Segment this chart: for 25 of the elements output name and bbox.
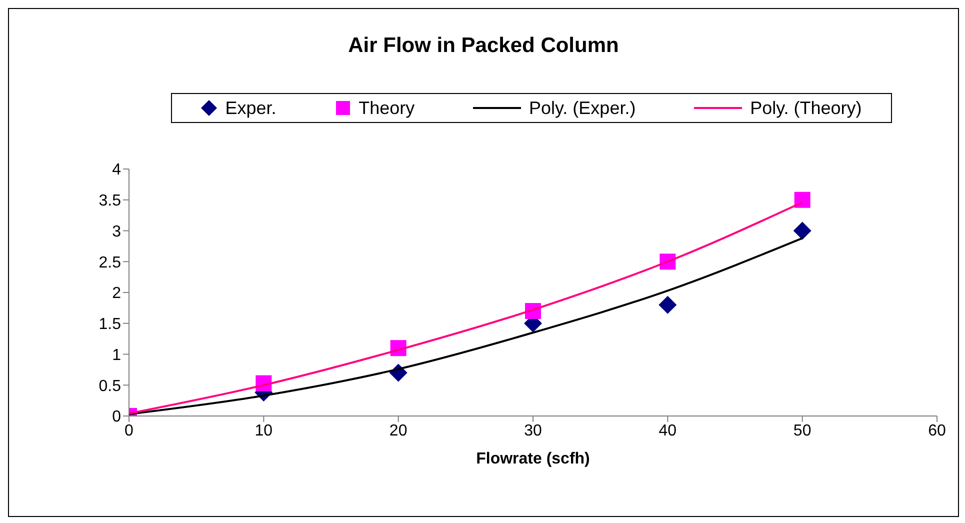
y-tick-label: 2.5 (98, 254, 122, 272)
legend-label: Exper. (225, 98, 276, 118)
y-tick-label: 2 (112, 285, 122, 302)
legend-label: Poly. (Exper.) (529, 98, 636, 118)
x-tick-label: 40 (658, 422, 677, 440)
point (658, 296, 677, 314)
x-tick-label: 10 (254, 422, 273, 440)
y-tick-label: 3 (112, 223, 122, 240)
y-tick-label: 0.5 (98, 378, 122, 395)
y-tick-label: 4 (112, 162, 122, 179)
x-axis-title: Flowrate (scfh) (476, 450, 590, 468)
x-tick-label: 30 (524, 422, 542, 440)
x-tick-label: 0 (124, 422, 134, 440)
y-tick-label: 1.5 (98, 316, 122, 334)
legend-label: Theory (358, 98, 415, 118)
x-tick-label: 20 (389, 422, 408, 440)
point (793, 222, 812, 240)
x-tick-label: 60 (928, 422, 946, 440)
chart-title: Air Flow in Packed Column (347, 34, 620, 58)
legend-label: Poly. (Theory) (750, 98, 862, 118)
point (794, 192, 810, 208)
x-tick-label: 50 (793, 422, 812, 440)
y-tick-label: 1 (112, 346, 122, 364)
y-tick-label: 3.5 (98, 192, 122, 210)
y-tick-label: 0 (112, 408, 122, 426)
